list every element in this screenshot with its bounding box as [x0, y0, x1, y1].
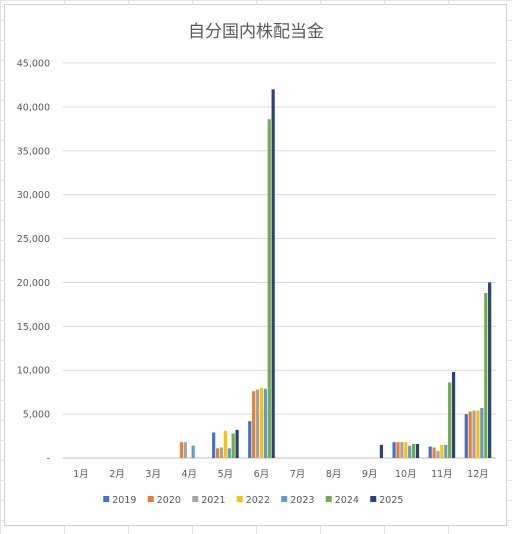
bar-2024-5[interactable] [231, 433, 235, 458]
x-tick-label: 9月 [362, 469, 378, 480]
legend-item-2025[interactable]: 2025 [370, 495, 403, 506]
y-tick-label: 45,000 [17, 59, 50, 70]
bar-2020-6[interactable] [252, 391, 256, 458]
legend-swatch [192, 496, 199, 502]
legend-label: 2022 [246, 495, 270, 506]
legend-swatch [370, 496, 377, 502]
x-tick-label: 11月 [431, 469, 453, 480]
bar-2019-6[interactable] [248, 421, 252, 458]
bar-2022-12[interactable] [476, 410, 480, 458]
y-tick-label: 30,000 [17, 190, 50, 201]
legend-label: 2023 [290, 495, 314, 506]
bar-2020-4[interactable] [179, 442, 184, 458]
y-tick-label: 20,000 [17, 278, 50, 289]
legend-label: 2019 [112, 495, 136, 506]
bar-2021-4[interactable] [183, 442, 187, 458]
y-tick-label: 35,000 [17, 146, 50, 157]
y-tick-label: - [47, 454, 50, 465]
x-tick-label: 7月 [290, 469, 306, 480]
x-axis-ticks: 1月 2月 3月 4月 5月 6月 7月 8月 9月 10月 11月 12月 [73, 469, 488, 480]
bar-2025-11[interactable] [451, 371, 456, 458]
chart-title: 自分国内株配当金 [188, 22, 324, 42]
bar-2022-11[interactable] [440, 444, 444, 458]
bar-2025-9[interactable] [379, 444, 384, 458]
x-tick-label: 1月 [73, 469, 89, 480]
x-tick-label: 12月 [467, 469, 489, 480]
bar-2022-10[interactable] [404, 442, 408, 458]
bar-2021-12[interactable] [472, 410, 476, 458]
x-tick-label: 6月 [254, 469, 270, 480]
legend-swatch [281, 496, 288, 502]
bar-2024-12[interactable] [484, 292, 488, 458]
bar-2020-5[interactable] [215, 448, 220, 458]
bar-2021-6[interactable] [255, 389, 260, 458]
x-tick-label: 10月 [395, 469, 417, 480]
legend-item-2020[interactable]: 2020 [147, 495, 181, 506]
bar-2023-5[interactable] [227, 448, 231, 458]
legend-swatch [103, 496, 110, 502]
bar-2019-12[interactable] [464, 414, 468, 458]
legend: 2019 2020 2021 2022 2023 2024 2025 [103, 495, 403, 506]
legend-label: 2025 [379, 495, 403, 506]
y-tick-label: 10,000 [17, 366, 50, 377]
legend-swatch [325, 496, 332, 502]
bar-2020-10[interactable] [396, 442, 400, 458]
bar-2023-6[interactable] [263, 388, 267, 458]
legend-item-2019[interactable]: 2019 [103, 495, 136, 506]
legend-label: 2020 [157, 495, 181, 506]
y-tick-label: 40,000 [17, 102, 50, 113]
bar-2019-11[interactable] [428, 446, 432, 458]
grid-lines [63, 62, 496, 459]
legend-item-2024[interactable]: 2024 [325, 495, 359, 506]
bar-2025-5[interactable] [235, 429, 239, 458]
bar-2021-10[interactable] [400, 442, 404, 458]
bar-2021-5[interactable] [219, 447, 224, 458]
bar-2021-11[interactable] [436, 450, 440, 458]
bar-2025-6[interactable] [271, 89, 275, 458]
bar-2019-5[interactable] [212, 432, 216, 458]
y-tick-label: 25,000 [17, 234, 50, 245]
legend-item-2023[interactable]: 2023 [281, 495, 314, 506]
y-axis-ticks: - 5,000 10,000 15,000 20,000 25,000 30,000 35,0… [17, 59, 50, 465]
bar-2023-10[interactable] [408, 445, 412, 458]
bar-2019-10[interactable] [392, 442, 396, 458]
x-tick-label: 8月 [326, 469, 342, 480]
legend-label: 2021 [201, 495, 225, 506]
legend-label: 2024 [335, 495, 359, 506]
bar-2020-12[interactable] [468, 411, 472, 458]
legend-swatch [236, 496, 243, 502]
bar-2023-11[interactable] [444, 444, 448, 458]
bar-2023-4[interactable] [191, 445, 195, 458]
x-tick-label: 2月 [109, 469, 125, 480]
y-tick-label: 15,000 [17, 322, 50, 333]
x-tick-label: 3月 [145, 469, 161, 480]
chart-frame[interactable] [4, 4, 507, 526]
legend-item-2021[interactable]: 2021 [192, 495, 225, 506]
bar-2024-6[interactable] [267, 119, 271, 458]
x-tick-label: 4月 [182, 469, 198, 480]
bar-2024-10[interactable] [411, 443, 416, 458]
bar-2025-10[interactable] [415, 443, 420, 458]
bar-2023-12[interactable] [480, 407, 484, 458]
legend-swatch [147, 496, 154, 502]
x-tick-label: 5月 [218, 469, 234, 480]
y-tick-label: 5,000 [23, 410, 50, 421]
legend-item-2022[interactable]: 2022 [236, 495, 270, 506]
bar-2024-11[interactable] [448, 382, 452, 458]
bar-2022-6[interactable] [259, 387, 264, 458]
bar-2022-5[interactable] [223, 430, 227, 458]
bar-2025-12[interactable] [488, 282, 492, 458]
bar-2020-11[interactable] [432, 447, 436, 458]
bars [179, 89, 492, 458]
